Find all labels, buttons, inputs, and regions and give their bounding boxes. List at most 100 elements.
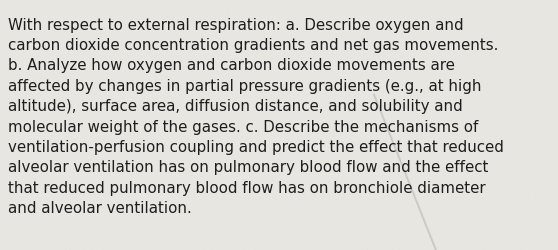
Point — [57, 28, 66, 32]
Point — [44, 240, 53, 244]
Point — [373, 3, 382, 7]
Point — [345, 223, 354, 227]
Point — [511, 170, 520, 174]
Point — [411, 76, 420, 80]
Point — [275, 152, 284, 156]
Point — [479, 158, 488, 162]
Point — [35, 40, 44, 44]
Point — [172, 182, 181, 186]
Point — [23, 6, 32, 10]
Point — [167, 226, 176, 230]
Point — [228, 111, 237, 115]
Point — [522, 236, 531, 240]
Point — [487, 195, 496, 199]
Point — [75, 45, 84, 49]
Point — [295, 67, 304, 71]
Point — [119, 147, 128, 151]
Point — [115, 116, 124, 120]
Point — [487, 53, 496, 57]
Point — [183, 107, 192, 111]
Point — [7, 189, 16, 193]
Point — [321, 221, 330, 225]
Point — [167, 32, 176, 36]
Point — [340, 26, 349, 30]
Point — [100, 52, 109, 56]
Point — [304, 87, 312, 91]
Point — [354, 153, 363, 157]
Point — [390, 84, 399, 87]
Point — [171, 0, 180, 3]
Point — [436, 26, 445, 30]
Point — [458, 6, 466, 10]
Point — [243, 66, 252, 70]
Point — [376, 134, 384, 138]
Point — [86, 189, 95, 193]
Point — [59, 90, 68, 94]
Point — [287, 123, 296, 127]
Point — [151, 102, 160, 106]
Point — [470, 246, 479, 250]
Point — [94, 40, 103, 44]
Point — [224, 15, 233, 19]
Point — [229, 238, 238, 242]
Point — [392, 240, 401, 244]
Point — [146, 230, 155, 234]
Point — [216, 175, 225, 179]
Point — [46, 40, 55, 44]
Point — [223, 77, 232, 81]
Point — [369, 232, 378, 235]
Point — [312, 32, 321, 36]
Point — [182, 237, 191, 241]
Point — [525, 236, 533, 240]
Point — [218, 56, 227, 60]
Point — [301, 227, 310, 231]
Point — [293, 195, 302, 199]
Point — [1, 133, 9, 137]
Point — [537, 35, 546, 39]
Point — [551, 192, 558, 196]
Point — [374, 0, 383, 4]
Point — [343, 173, 352, 177]
Point — [467, 90, 476, 94]
Point — [3, 211, 12, 215]
Point — [423, 154, 432, 158]
Point — [316, 17, 325, 21]
Point — [379, 158, 388, 162]
Point — [230, 32, 239, 36]
Point — [155, 163, 163, 167]
Point — [234, 87, 243, 91]
Point — [253, 42, 262, 46]
Point — [449, 149, 458, 153]
Point — [400, 106, 409, 110]
Point — [315, 91, 324, 95]
Point — [143, 134, 152, 138]
Point — [117, 20, 126, 24]
Point — [235, 27, 244, 31]
Point — [450, 106, 459, 110]
Point — [416, 142, 425, 146]
Point — [78, 78, 87, 82]
Point — [420, 181, 429, 185]
Point — [88, 10, 97, 14]
Point — [108, 230, 117, 234]
Point — [31, 56, 40, 60]
Point — [547, 224, 556, 228]
Point — [248, 75, 257, 79]
Point — [376, 35, 384, 39]
Point — [382, 32, 391, 36]
Point — [179, 32, 188, 36]
Point — [88, 11, 97, 15]
Point — [497, 176, 506, 180]
Point — [541, 174, 550, 178]
Point — [432, 31, 441, 35]
Point — [336, 96, 345, 100]
Point — [497, 179, 506, 183]
Point — [391, 132, 400, 136]
Point — [504, 244, 513, 248]
Point — [189, 50, 198, 54]
Point — [345, 206, 354, 210]
Point — [403, 186, 412, 190]
Point — [401, 178, 410, 182]
Point — [517, 136, 526, 140]
Point — [501, 43, 510, 47]
